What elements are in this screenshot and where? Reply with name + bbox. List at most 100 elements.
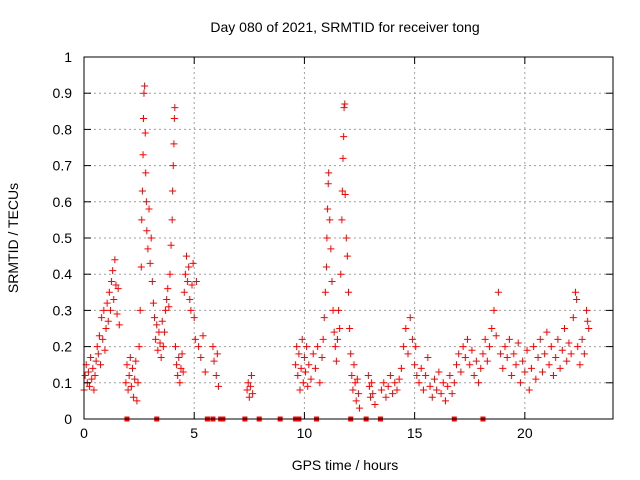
data-point [160, 328, 168, 336]
data-point [583, 306, 591, 314]
data-point [296, 386, 304, 394]
data-point [419, 386, 427, 394]
data-point [243, 386, 251, 394]
data-point [195, 343, 203, 351]
data-point [426, 382, 434, 390]
data-point [135, 343, 143, 351]
data-point [411, 361, 419, 369]
data-point [343, 252, 351, 260]
data-point [430, 375, 438, 383]
data-point [295, 350, 303, 358]
data-point [503, 353, 511, 361]
y-tick-label: 0.1 [53, 375, 73, 391]
data-point [305, 361, 313, 369]
data-point [406, 314, 414, 322]
data-point [307, 375, 315, 383]
y-tick-label: 0.4 [53, 266, 73, 282]
data-point [338, 187, 346, 195]
data-point [574, 343, 582, 351]
data-point [457, 368, 465, 376]
data-point [212, 372, 220, 380]
data-point [101, 346, 109, 354]
data-point [519, 357, 527, 365]
data-point [330, 328, 338, 336]
data-point [179, 368, 187, 376]
data-point [163, 296, 171, 304]
data-point [136, 306, 144, 314]
data-point [508, 372, 516, 380]
data-point [347, 350, 355, 358]
data-point [563, 357, 571, 365]
data-point [391, 379, 399, 387]
data-point [543, 328, 551, 336]
data-point [326, 216, 334, 224]
data-point [455, 350, 463, 358]
data-point [244, 379, 252, 387]
data-point [488, 325, 496, 332]
data-point [536, 335, 544, 343]
data-point [114, 285, 122, 293]
data-point [159, 343, 167, 351]
data-point [100, 306, 108, 314]
data-point [468, 346, 476, 354]
data-point [169, 187, 177, 195]
data-point [111, 256, 119, 264]
data-point [187, 306, 195, 314]
data-point [448, 390, 456, 398]
data-point [573, 296, 581, 304]
data-point [104, 317, 112, 325]
data-point [450, 379, 458, 387]
data-point [525, 386, 533, 394]
data-point [345, 288, 352, 296]
data-point [475, 379, 483, 387]
data-point [300, 353, 308, 361]
data-point [127, 382, 135, 390]
data-point [185, 263, 193, 271]
data-point [435, 368, 443, 376]
data-point [327, 245, 335, 253]
data-point [461, 353, 469, 361]
data-point [364, 372, 372, 380]
data-point [98, 314, 106, 322]
data-point [81, 372, 89, 380]
data-point [186, 296, 194, 304]
data-point [325, 169, 333, 177]
data-point [530, 343, 538, 351]
data-point [516, 379, 524, 387]
data-point [578, 335, 586, 343]
data-point [320, 314, 328, 322]
x-tick-label: 10 [297, 425, 313, 441]
data-point [171, 104, 179, 112]
data-point [84, 368, 92, 376]
data-point [110, 296, 118, 304]
data-point [337, 270, 345, 278]
data-point [541, 350, 549, 358]
x-tick-label: 5 [190, 425, 198, 441]
data-point [505, 335, 513, 343]
data-point [115, 321, 123, 329]
data-point [428, 393, 436, 401]
data-point [497, 350, 505, 358]
data-point [165, 303, 173, 311]
y-axis-title: SRMTID / TECUs [5, 183, 21, 293]
y-tick-label: 0.5 [53, 230, 73, 246]
data-point [309, 350, 317, 358]
data-point [479, 350, 487, 358]
data-point [378, 386, 386, 394]
data-point [339, 154, 347, 162]
y-tick-label: 0.3 [53, 302, 73, 318]
data-point [297, 364, 305, 372]
data-point [97, 361, 105, 369]
data-point [303, 343, 311, 351]
data-point [169, 162, 177, 170]
data-point [340, 104, 348, 112]
data-point [99, 335, 107, 343]
data-point [514, 339, 522, 347]
data-point [138, 187, 146, 195]
data-point [153, 321, 161, 329]
data-point [112, 281, 120, 289]
data-point [180, 288, 188, 296]
data-point [88, 375, 96, 383]
data-point [248, 372, 256, 380]
data-point [382, 393, 390, 401]
